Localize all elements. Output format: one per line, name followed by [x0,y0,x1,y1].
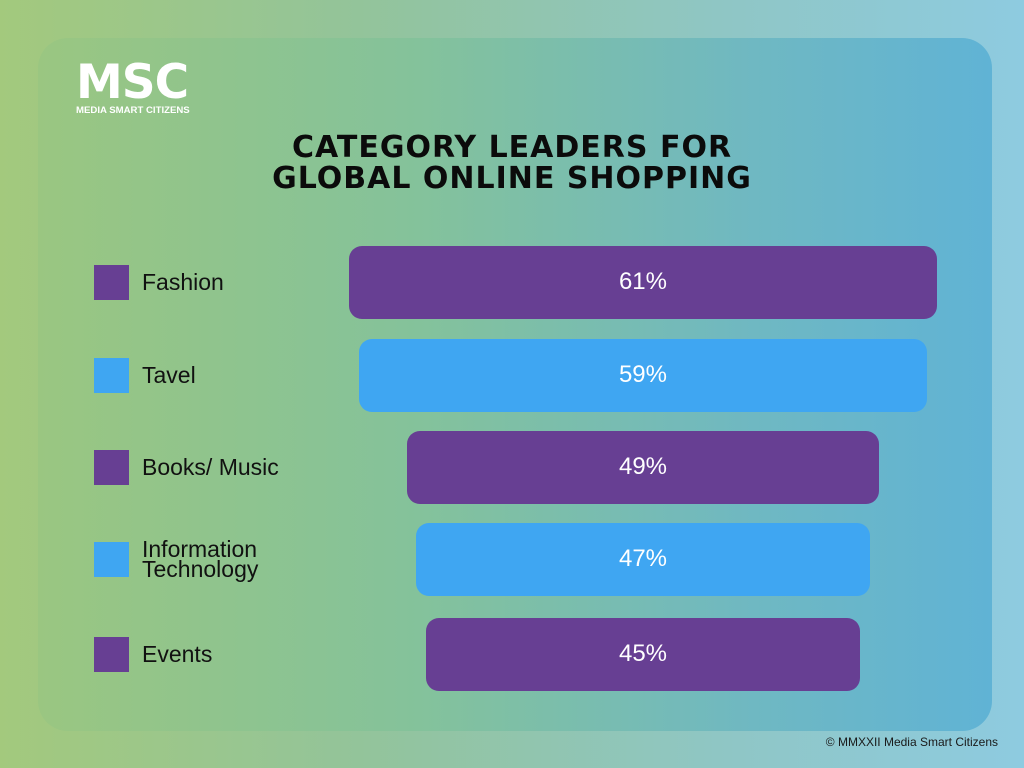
category-label: Books/ Music [142,454,342,480]
category-label-line: Events [142,641,213,667]
msc-logo: MSC MEDIA SMART CITIZENS [76,55,206,116]
legend-item: Events [94,636,342,672]
bar-value-label: 61% [618,268,667,295]
category-label-line: Books/ Music [142,454,279,480]
legend-swatch [94,449,129,485]
chart-title-line-2: GLOBAL ONLINE SHOPPING [272,161,752,196]
category-label: Fashion [142,269,342,295]
bar-value-label: 45% [618,640,668,667]
category-label-line: Fashion [142,269,224,295]
bar-value-label: 47% [618,545,668,572]
category-label-line: Information [142,536,258,562]
legend-swatch [94,264,129,300]
bar: 49% [406,430,880,504]
bar-value-label: 59% [618,361,667,388]
legend-swatch [94,636,129,672]
chart-title-line-1: CATEGORY LEADERS FOR [291,130,733,165]
category-label: Tavel [142,362,342,388]
bar: 59% [358,338,928,412]
legend-swatch [94,541,129,577]
bar: 45% [426,617,860,691]
category-label: Information Technology [142,536,342,582]
category-label-line: Technology [142,556,259,582]
legend-swatch [94,357,129,393]
category-label-line: Tavel [142,362,196,388]
copyright-notice: © MMXXII Media Smart Citizens [825,735,998,749]
bar-value-label: 49% [618,453,668,480]
bar: 61% [348,245,937,319]
logo-subtitle: MEDIA SMART CITIZENS [76,105,190,116]
legend-item: Fashion [94,264,342,300]
legend-item: Books/ Music [94,449,342,485]
legend-item: Tavel [94,357,342,393]
legend-item: Information Technology [94,536,342,582]
category-label: Events [142,641,342,667]
bar: 47% [416,522,870,596]
chart-title: CATEGORY LEADERS FOR GLOBAL ONLINE SHOPP… [150,132,874,194]
logo-mark: MSC [76,55,189,110]
